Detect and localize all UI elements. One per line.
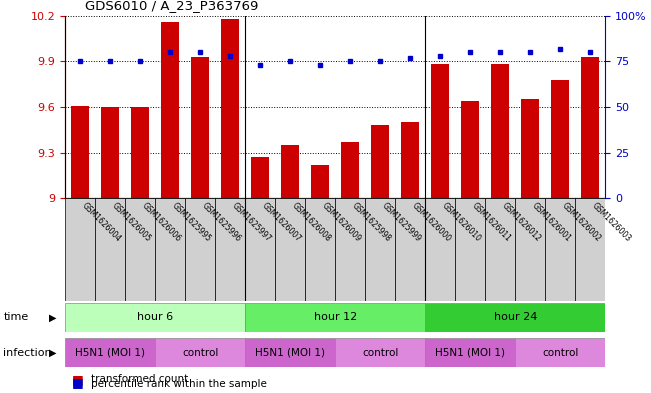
Text: GSM1626006: GSM1626006 xyxy=(140,202,183,244)
Bar xyxy=(71,106,89,198)
Text: H5N1 (MOI 1): H5N1 (MOI 1) xyxy=(436,348,505,358)
Bar xyxy=(101,107,119,198)
Text: H5N1 (MOI 1): H5N1 (MOI 1) xyxy=(255,348,326,358)
Bar xyxy=(521,99,540,198)
Text: GSM1626010: GSM1626010 xyxy=(440,202,483,244)
Text: GSM1626000: GSM1626000 xyxy=(410,202,453,244)
Bar xyxy=(65,198,95,301)
Bar xyxy=(275,198,305,301)
Text: GSM1625995: GSM1625995 xyxy=(170,202,213,244)
Text: GSM1626003: GSM1626003 xyxy=(590,202,633,244)
Text: GSM1625999: GSM1625999 xyxy=(380,202,422,244)
Bar xyxy=(425,338,516,367)
Text: GSM1626005: GSM1626005 xyxy=(110,202,152,244)
Bar xyxy=(462,101,479,198)
Bar xyxy=(155,338,245,367)
Text: ▶: ▶ xyxy=(49,312,57,322)
Bar xyxy=(215,198,245,301)
Bar xyxy=(221,19,239,198)
Bar xyxy=(335,338,425,367)
Text: GSM1625997: GSM1625997 xyxy=(230,202,273,244)
Bar xyxy=(455,198,486,301)
Bar xyxy=(245,198,275,301)
Bar xyxy=(161,22,179,198)
Bar xyxy=(551,80,570,198)
Text: GSM1625998: GSM1625998 xyxy=(350,202,393,244)
Text: GSM1626012: GSM1626012 xyxy=(501,202,543,244)
Text: hour 6: hour 6 xyxy=(137,312,173,322)
Bar xyxy=(131,107,149,198)
Bar xyxy=(65,338,155,367)
Text: hour 12: hour 12 xyxy=(314,312,357,322)
Bar xyxy=(575,198,605,301)
Bar xyxy=(371,125,389,198)
Text: GSM1626011: GSM1626011 xyxy=(470,202,513,244)
Bar xyxy=(432,64,449,198)
Text: hour 24: hour 24 xyxy=(493,312,537,322)
Bar xyxy=(395,198,425,301)
Text: GSM1626009: GSM1626009 xyxy=(320,202,363,244)
Bar xyxy=(365,198,395,301)
Bar xyxy=(185,198,215,301)
Bar xyxy=(401,122,419,198)
Bar xyxy=(546,198,575,301)
Text: GSM1626007: GSM1626007 xyxy=(260,202,303,244)
Bar xyxy=(191,57,209,198)
Bar xyxy=(516,338,605,367)
Bar xyxy=(311,165,329,198)
Text: GSM1625996: GSM1625996 xyxy=(201,202,243,244)
Text: GSM1626001: GSM1626001 xyxy=(531,202,573,244)
Text: GDS6010 / A_23_P363769: GDS6010 / A_23_P363769 xyxy=(85,0,258,12)
Text: ■: ■ xyxy=(72,376,83,389)
Bar xyxy=(341,142,359,198)
Text: GSM1626004: GSM1626004 xyxy=(80,202,122,244)
Text: percentile rank within the sample: percentile rank within the sample xyxy=(91,379,267,389)
Bar xyxy=(425,198,455,301)
Text: ■: ■ xyxy=(72,373,83,386)
Bar xyxy=(245,303,425,332)
Bar xyxy=(305,198,335,301)
Bar xyxy=(492,64,509,198)
Text: H5N1 (MOI 1): H5N1 (MOI 1) xyxy=(75,348,145,358)
Text: infection: infection xyxy=(3,348,52,358)
Text: GSM1626008: GSM1626008 xyxy=(290,202,333,244)
Text: control: control xyxy=(542,348,579,358)
Bar xyxy=(516,198,546,301)
Text: ▶: ▶ xyxy=(49,348,57,358)
Bar xyxy=(245,338,335,367)
Bar xyxy=(65,303,245,332)
Bar xyxy=(95,198,125,301)
Bar xyxy=(335,198,365,301)
Text: transformed count: transformed count xyxy=(91,374,188,384)
Bar xyxy=(281,145,299,198)
Text: GSM1626002: GSM1626002 xyxy=(561,202,603,244)
Bar xyxy=(251,157,270,198)
Text: control: control xyxy=(362,348,398,358)
Bar xyxy=(125,198,155,301)
Bar xyxy=(425,303,605,332)
Bar xyxy=(486,198,516,301)
Text: control: control xyxy=(182,348,218,358)
Bar xyxy=(155,198,185,301)
Text: time: time xyxy=(3,312,29,322)
Bar xyxy=(581,57,600,198)
